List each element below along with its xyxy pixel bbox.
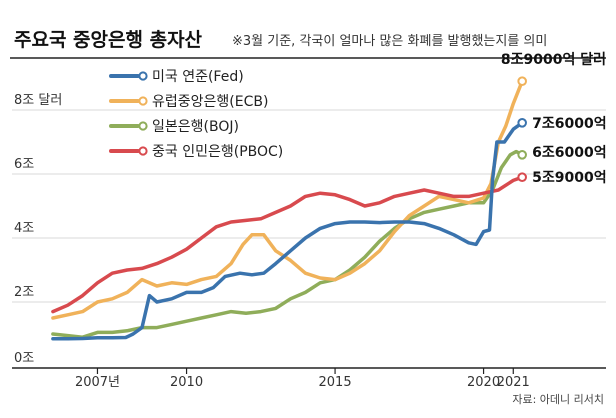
end-marker-fed xyxy=(517,118,527,128)
source-note: 자료: 아데니 리서치 xyxy=(512,393,604,406)
legend-marker-ecb xyxy=(138,96,148,106)
y-tick-label: 4조 xyxy=(14,221,34,236)
x-tick-label: 2007년 xyxy=(75,375,120,390)
legend-item-fed: 미국 연준(Fed) xyxy=(109,69,244,85)
legend-label-pboc: 중국 인민은행(PBOC) xyxy=(152,144,283,160)
legend-item-pboc: 중국 인민은행(PBOC) xyxy=(109,144,283,160)
x-tick-label: 2010 xyxy=(170,375,203,390)
legend-label-boj: 일본은행(BOJ) xyxy=(152,119,239,135)
legend-label-ecb: 유럽중앙은행(ECB) xyxy=(152,94,268,110)
end-marker-pboc xyxy=(517,172,527,182)
end-label-pboc: 5조9000억 xyxy=(532,170,606,186)
y-tick-label: 2조 xyxy=(14,285,34,300)
x-tick-label: 2021 xyxy=(497,375,530,390)
end-label-boj: 6조6000억 xyxy=(532,145,606,161)
legend-item-boj: 일본은행(BOJ) xyxy=(109,119,239,135)
legend: 미국 연준(Fed) 유럽중앙은행(ECB) 일본은행(BOJ) 중국 인민은행… xyxy=(109,69,283,160)
y-axis-labels: 0조 2조 4조 6조 8조 달러 xyxy=(14,93,62,366)
y-tick-label: 8조 달러 xyxy=(14,93,62,108)
end-label-ecb: 8조9000억 달러 xyxy=(501,52,606,68)
end-labels: 7조6000억 8조9000억 달러 6조6000억 5조9000억 xyxy=(501,52,607,186)
legend-label-fed: 미국 연준(Fed) xyxy=(152,69,244,85)
x-tick-label: 2015 xyxy=(319,375,352,390)
chart-subtitle: ※3월 기준, 각국이 얼마나 많은 화폐를 발행했는지를 의미 xyxy=(232,33,547,49)
y-tick-label: 0조 xyxy=(14,351,34,366)
series-line-pboc xyxy=(51,175,524,314)
y-gridlines xyxy=(12,109,606,303)
chart-title: 주요국 중앙은행 총자산 xyxy=(14,29,203,51)
series-line-fed xyxy=(51,121,524,341)
end-marker-ecb xyxy=(517,76,527,86)
series-line-ecb xyxy=(51,79,524,320)
x-tick-label: 2020 xyxy=(467,375,500,390)
y-tick-label: 6조 xyxy=(14,157,34,172)
series-lines xyxy=(51,79,524,341)
legend-marker-boj xyxy=(138,121,148,131)
end-marker-boj xyxy=(517,150,527,160)
legend-item-ecb: 유럽중앙은행(ECB) xyxy=(109,94,268,110)
legend-marker-fed xyxy=(138,71,148,81)
end-label-fed: 7조6000억 xyxy=(532,116,606,132)
series-line-boj xyxy=(51,149,524,339)
legend-marker-pboc xyxy=(138,146,148,156)
